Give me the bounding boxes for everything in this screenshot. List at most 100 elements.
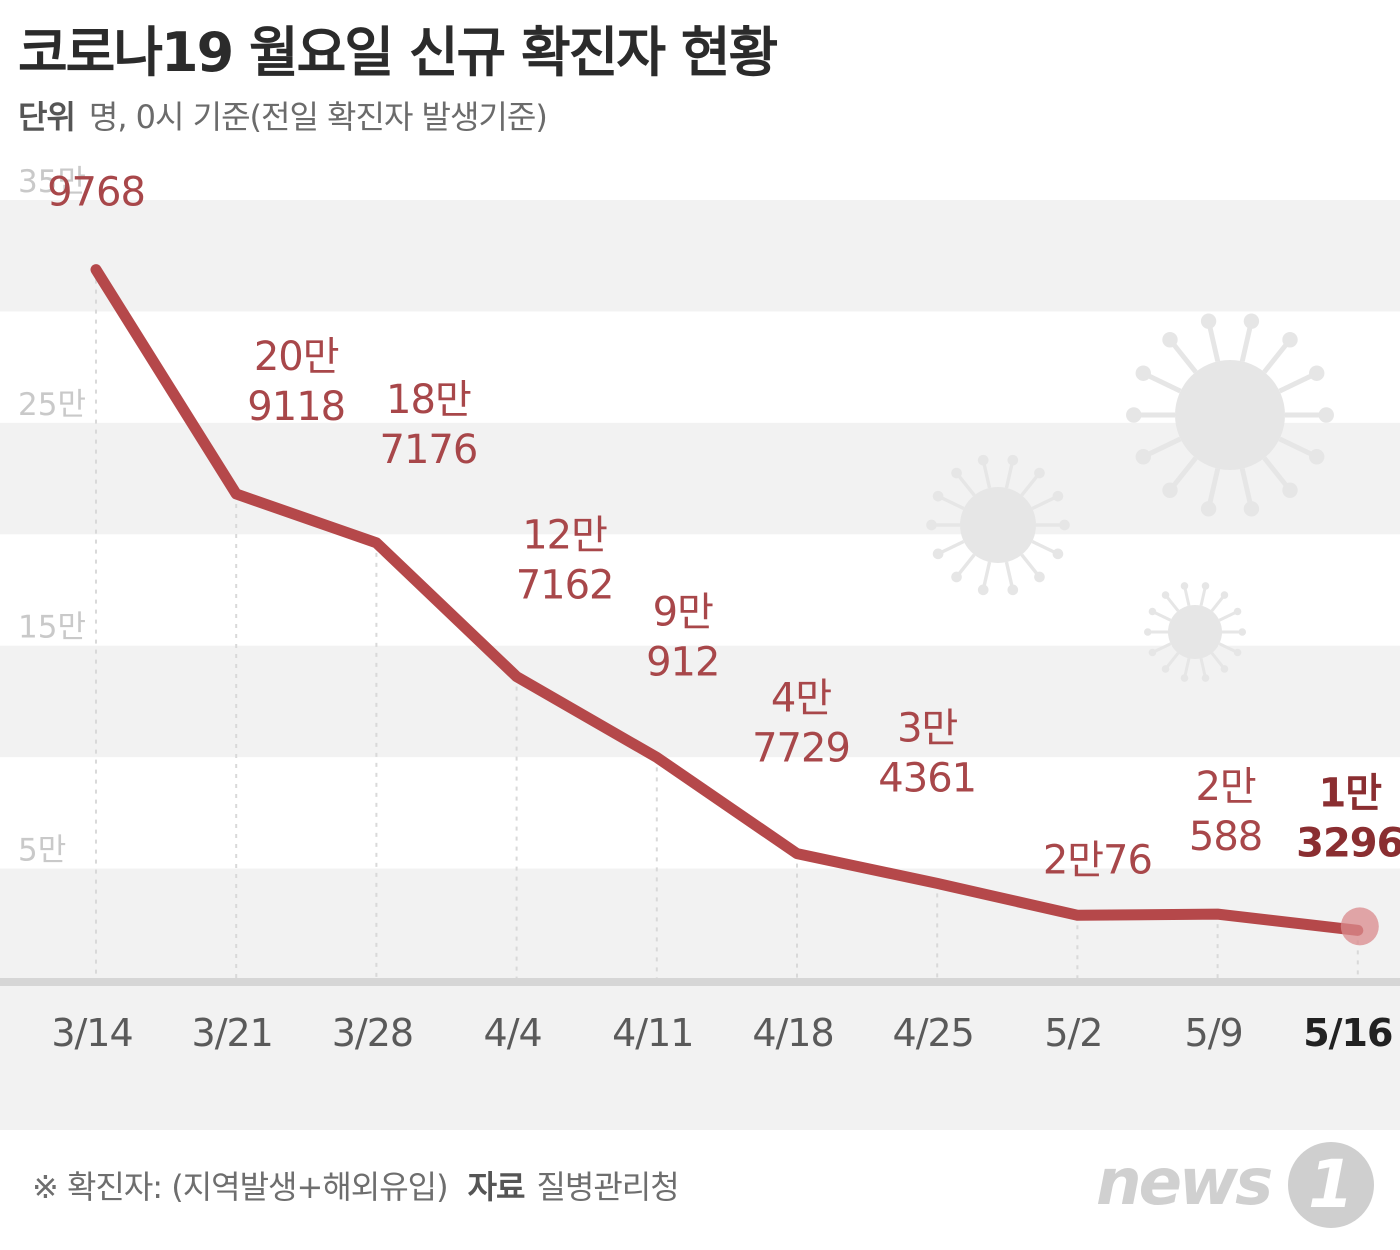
data-label: 4만	[771, 676, 831, 722]
virus-medium-icon-tip	[1052, 548, 1064, 560]
footnote-text: ※ 확진자: (지역발생+해외유입)	[32, 1168, 449, 1206]
x-dashed-guides	[95, 279, 1359, 985]
virus-large-icon-tip	[1282, 482, 1298, 498]
y-tick-label: 25만	[18, 387, 86, 423]
virus-medium-icon-tip	[951, 571, 962, 583]
virus-medium-icon-tip	[977, 454, 989, 466]
x-tick-label: 4/25	[893, 1011, 974, 1055]
band-0	[0, 200, 1400, 312]
data-label: 20만	[254, 334, 339, 380]
y-tick-label: 15만	[18, 610, 86, 646]
data-label: 2만76	[1043, 837, 1152, 883]
y-tick-label: 5만	[18, 833, 66, 869]
data-label: 30만	[54, 160, 139, 166]
virus-large-icon-tip	[1309, 365, 1325, 381]
data-label: 12만	[522, 513, 607, 559]
virus-medium-icon-tip	[1034, 467, 1045, 479]
x-tick-label: 3/14	[51, 1011, 132, 1055]
data-label: 3만	[897, 705, 957, 751]
data-label: 9768	[47, 170, 145, 216]
x-axis	[0, 978, 1400, 986]
data-label: 7176	[380, 427, 478, 473]
logo-number: 1	[1308, 1146, 1354, 1223]
virus-large-icon-tip	[1309, 449, 1325, 465]
x-tick-label: 4/4	[484, 1011, 542, 1055]
source-label: 자료	[467, 1168, 526, 1206]
logo-circle-icon	[1288, 1142, 1374, 1228]
virus-large-icon-tip	[1126, 407, 1142, 423]
virus-small-icon-tip	[1180, 674, 1189, 682]
data-label: 9만	[653, 589, 713, 635]
virus-large-icon-tip	[1243, 313, 1260, 329]
data-label: 4361	[878, 755, 976, 801]
virus-medium-icon-tip	[1007, 454, 1019, 466]
band-3	[0, 868, 1400, 980]
unit-text: 명, 0시 기준(전일 확진자 발생기준)	[88, 98, 548, 136]
axis-band	[0, 985, 1400, 1130]
y-axis-ticks: 35만 25만 15만 5만	[18, 164, 86, 869]
news1-logo: news 1	[1088, 1140, 1388, 1230]
data-label: 3296	[1296, 820, 1400, 866]
band-2	[0, 645, 1400, 758]
virus-large-icon-tip	[1282, 332, 1298, 348]
virus-small-icon-tip	[1220, 591, 1229, 599]
virus-small-icon-tip	[1220, 665, 1229, 673]
data-label: 18만	[386, 377, 471, 423]
virus-small-icon-tip	[1161, 591, 1170, 599]
virus-small-icon-tip	[1148, 607, 1157, 616]
virus-small-icon-tip	[1201, 674, 1210, 682]
chart-title: 코로나19 월요일 신규 확진자 현황	[18, 21, 778, 84]
virus-large-icon-tip	[1135, 449, 1151, 465]
x-axis-line	[0, 978, 1400, 986]
x-tick-label: 5/9	[1185, 1011, 1243, 1055]
virus-medium-icon-tip	[1034, 571, 1045, 583]
series-path	[90, 264, 1364, 936]
data-label: 2만	[1195, 764, 1255, 810]
x-tick-label: 3/21	[192, 1011, 273, 1055]
data-label: 7729	[752, 726, 850, 772]
x-axis-ticks: 3/14 3/21 3/28 4/4 4/11 4/18 4/25 5/2 5/9 5/16	[51, 1011, 1393, 1055]
virus-decoration-icon	[926, 313, 1334, 682]
x-tick-label: 5/2	[1044, 1011, 1102, 1055]
virus-small-icon-tip	[1143, 628, 1152, 636]
footnote: ※ 확진자: (지역발생+해외유입) 자료 질병관리청	[32, 1162, 680, 1208]
virus-large-icon-tip	[1162, 332, 1178, 348]
data-label: 588	[1189, 814, 1262, 860]
band-1	[0, 422, 1400, 535]
x-tick-label: 5/16	[1303, 1011, 1392, 1055]
y-tick-label: 35만	[18, 164, 86, 200]
virus-large-icon-tip	[1200, 313, 1217, 329]
virus-small-icon-tip	[1233, 648, 1242, 657]
data-label: 912	[646, 639, 719, 685]
unit-note: 단위 명, 0시 기준(전일 확진자 발생기준)	[18, 92, 548, 138]
virus-medium-icon-tip	[951, 467, 962, 479]
virus-medium-icon-tip	[1059, 519, 1070, 531]
virus-large-icon-tip	[1318, 407, 1334, 423]
virus-small-icon-tip	[1233, 607, 1242, 616]
virus-small-icon	[1143, 582, 1247, 682]
x-tick-label: 4/11	[612, 1011, 693, 1055]
source-text: 질병관리청	[536, 1168, 679, 1206]
logo-text: news	[1096, 1146, 1273, 1220]
last-point-marker	[1340, 907, 1379, 946]
x-tick-label: 4/18	[752, 1011, 833, 1055]
virus-medium-icon-tip	[926, 519, 937, 531]
data-label: 1만	[1318, 770, 1382, 816]
virus-large-icon-tip	[1243, 501, 1260, 517]
x-tick-label: 3/28	[332, 1011, 413, 1055]
footer	[0, 1130, 1400, 1250]
virus-small-icon-body	[1168, 605, 1222, 659]
virus-large-icon-tip	[1135, 365, 1151, 381]
virus-small-icon-tip	[1148, 648, 1157, 657]
data-label: 9118	[247, 384, 345, 430]
background-bands	[0, 200, 1400, 1130]
virus-small-icon-tip	[1161, 665, 1170, 673]
data-label: 7162	[516, 563, 614, 609]
virus-large-icon-body	[1175, 360, 1285, 470]
virus-medium-icon-tip	[1052, 490, 1064, 502]
virus-small-icon-tip	[1201, 582, 1210, 590]
virus-medium-icon-tip	[1007, 584, 1019, 596]
virus-medium-icon-tip	[977, 584, 989, 596]
